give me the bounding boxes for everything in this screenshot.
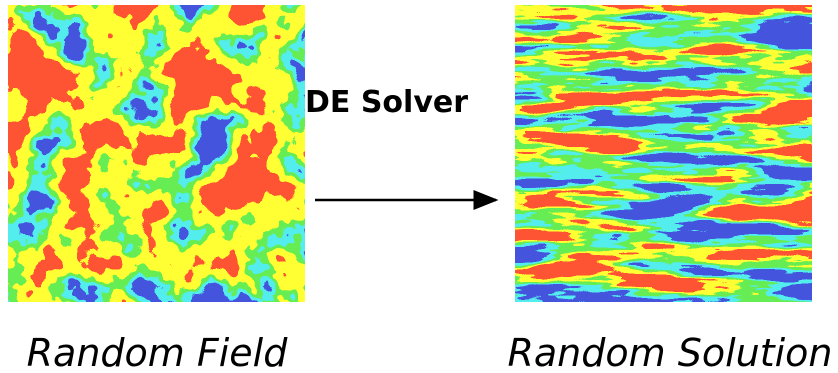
diagram: PDE Solver Random Field Random Solution [0,0,838,373]
output-caption: Random Solution [507,331,832,373]
random-solution-image [515,5,812,302]
operator-label: PDE Solver [283,85,468,120]
input-caption: Random Field [27,331,289,373]
random-field-image [8,5,305,302]
page: PDE Solver Random Field Random Solution … [0,0,838,373]
